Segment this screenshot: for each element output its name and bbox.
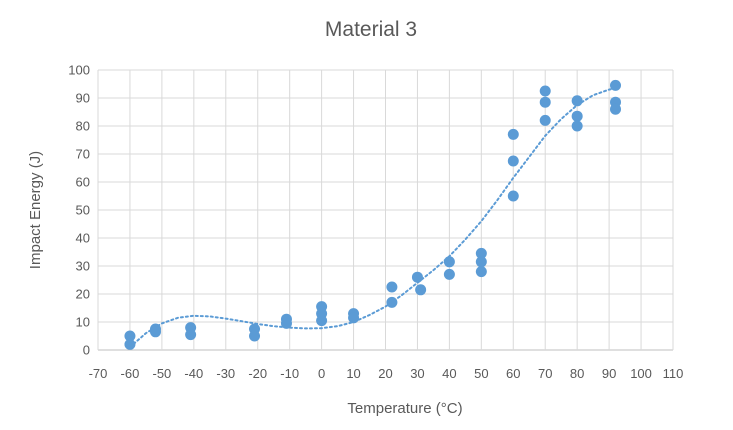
- y-tick-label: 60: [76, 175, 90, 190]
- x-tick-label: -40: [184, 366, 203, 381]
- x-tick-label: 10: [346, 366, 360, 381]
- x-tick-label: 60: [506, 366, 520, 381]
- x-tick-label: -10: [280, 366, 299, 381]
- data-point: [571, 110, 583, 122]
- data-point: [443, 256, 455, 268]
- y-tick-label: 70: [76, 147, 90, 162]
- x-tick-label: -30: [216, 366, 235, 381]
- data-point: [124, 330, 136, 342]
- x-tick-label: 20: [378, 366, 392, 381]
- data-point: [475, 256, 487, 268]
- y-tick-label: 20: [76, 287, 90, 302]
- data-point: [571, 120, 583, 132]
- data-point: [610, 103, 621, 115]
- x-axis-label: Temperature (°C): [347, 400, 462, 417]
- data-point: [124, 338, 136, 350]
- y-tick-label: 0: [83, 343, 90, 358]
- data-point: [539, 85, 551, 97]
- data-point: [386, 281, 398, 293]
- x-tick-label: 70: [538, 366, 552, 381]
- x-tick-label: -70: [89, 366, 108, 381]
- data-points: [124, 79, 621, 350]
- data-point: [280, 317, 292, 329]
- data-point: [249, 330, 261, 342]
- y-tick-label: 100: [68, 63, 90, 78]
- data-point: [443, 268, 455, 280]
- data-point: [415, 284, 427, 296]
- y-tick-label: 10: [76, 315, 90, 330]
- x-tick-label: 100: [630, 366, 652, 381]
- y-tick-label: 90: [76, 91, 90, 106]
- y-axis-label: Impact Energy (J): [27, 151, 44, 269]
- y-tick-label: 30: [76, 259, 90, 274]
- x-tick-label: 80: [570, 366, 584, 381]
- x-tick-label: 30: [410, 366, 424, 381]
- y-tick-label: 40: [76, 231, 90, 246]
- x-tick-label: 110: [663, 366, 684, 381]
- x-tick-label: -50: [152, 366, 171, 381]
- gridlines: [97, 69, 674, 351]
- data-point: [610, 79, 621, 91]
- data-point: [507, 128, 519, 140]
- x-tick-label: 0: [318, 366, 325, 381]
- x-tick-label: 50: [474, 366, 488, 381]
- data-point: [386, 296, 398, 308]
- data-point: [185, 329, 197, 341]
- x-tick-label: -60: [121, 366, 140, 381]
- data-point: [411, 271, 423, 283]
- data-point: [539, 114, 551, 126]
- data-point: [539, 96, 551, 108]
- x-tick-label: 40: [442, 366, 456, 381]
- trend-line: [128, 87, 617, 349]
- y-tick-label: 80: [76, 119, 90, 134]
- chart-title: Material 3: [325, 18, 417, 41]
- data-point: [507, 155, 519, 167]
- data-point: [475, 266, 487, 278]
- data-point: [507, 190, 519, 202]
- data-point: [348, 312, 360, 324]
- y-tick-label: 50: [76, 203, 90, 218]
- x-tick-label: 90: [602, 366, 616, 381]
- data-point: [316, 315, 328, 327]
- data-point: [475, 247, 487, 259]
- data-point: [150, 326, 161, 338]
- data-point: [571, 95, 583, 107]
- x-tick-label: -20: [248, 366, 267, 381]
